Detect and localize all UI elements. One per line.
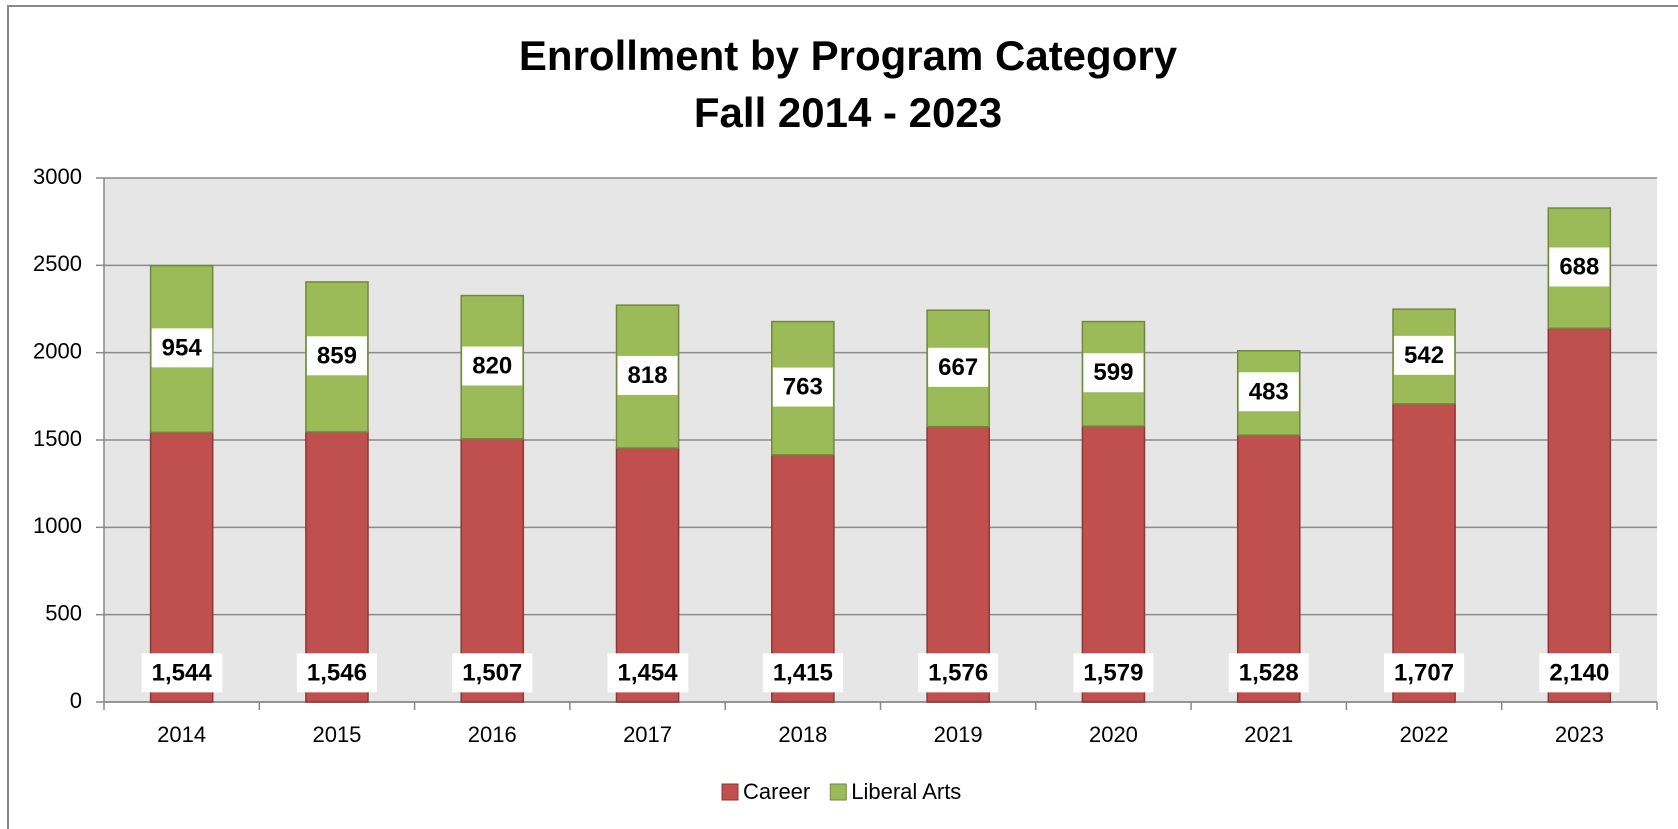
data-label-box xyxy=(1539,653,1620,693)
data-label: 1,415 xyxy=(773,659,833,686)
x-tick-label: 2019 xyxy=(934,722,983,747)
data-label-box xyxy=(296,653,377,693)
legend-swatch xyxy=(829,783,847,801)
data-label: 667 xyxy=(938,354,978,381)
data-label-box xyxy=(617,355,678,395)
x-tick-label: 2023 xyxy=(1555,722,1604,747)
bar-segment xyxy=(1392,403,1456,703)
data-label-box xyxy=(151,328,213,368)
y-tick-label: 3000 xyxy=(33,164,82,189)
data-label-box xyxy=(1384,653,1465,693)
data-label: 763 xyxy=(783,374,823,401)
data-label: 818 xyxy=(628,362,668,389)
x-tick-label: 2020 xyxy=(1089,722,1138,747)
data-label: 688 xyxy=(1559,253,1599,280)
data-label: 1,707 xyxy=(1394,659,1454,686)
data-label-box xyxy=(1238,372,1299,412)
data-label-box xyxy=(462,346,523,386)
data-label: 2,140 xyxy=(1549,659,1609,686)
data-label: 954 xyxy=(162,334,203,361)
chart-title: Enrollment by Program Category xyxy=(519,32,1178,79)
data-label-box xyxy=(1083,353,1144,393)
y-tick-label: 1500 xyxy=(33,426,82,451)
data-label-box xyxy=(141,653,223,693)
data-label: 1,507 xyxy=(462,659,522,686)
y-tick-label: 0 xyxy=(70,688,82,713)
x-tick-label: 2014 xyxy=(157,722,206,747)
data-label: 599 xyxy=(1093,359,1133,386)
data-label: 1,579 xyxy=(1083,659,1143,686)
data-label: 542 xyxy=(1404,342,1444,369)
data-label-box xyxy=(772,367,833,407)
x-tick-label: 2017 xyxy=(623,722,672,747)
data-label-box xyxy=(762,653,843,693)
data-label-box xyxy=(1073,653,1154,693)
data-label: 859 xyxy=(317,342,357,369)
data-label: 820 xyxy=(472,353,512,380)
data-label: 483 xyxy=(1249,378,1289,405)
data-label-box xyxy=(306,336,367,376)
data-label: 1,544 xyxy=(152,659,213,686)
data-label-box xyxy=(1228,653,1309,693)
x-tick-label: 2016 xyxy=(468,722,517,747)
x-tick-label: 2015 xyxy=(312,722,361,747)
data-label: 1,576 xyxy=(928,659,988,686)
data-label-box xyxy=(918,653,999,693)
data-label-box xyxy=(928,347,989,387)
data-label: 1,546 xyxy=(307,659,367,686)
x-tick-label: 2021 xyxy=(1244,722,1293,747)
data-label: 1,528 xyxy=(1239,659,1299,686)
legend-swatch xyxy=(721,783,739,801)
y-tick-label: 2500 xyxy=(33,251,82,276)
x-tick-label: 2018 xyxy=(778,722,827,747)
y-tick-label: 500 xyxy=(45,600,82,625)
legend-label: Career xyxy=(743,779,810,804)
x-tick-label: 2022 xyxy=(1400,722,1449,747)
data-label: 1,454 xyxy=(618,659,679,686)
data-label-box xyxy=(1394,335,1455,375)
y-tick-label: 1000 xyxy=(33,513,82,538)
data-label-box xyxy=(1549,247,1610,287)
data-label-box xyxy=(607,653,689,693)
chart-subtitle: Fall 2014 - 2023 xyxy=(694,89,1002,136)
bar-segment xyxy=(1547,327,1612,703)
data-label-box xyxy=(452,653,533,693)
y-tick-label: 2000 xyxy=(33,338,82,363)
legend-label: Liberal Arts xyxy=(851,779,961,804)
